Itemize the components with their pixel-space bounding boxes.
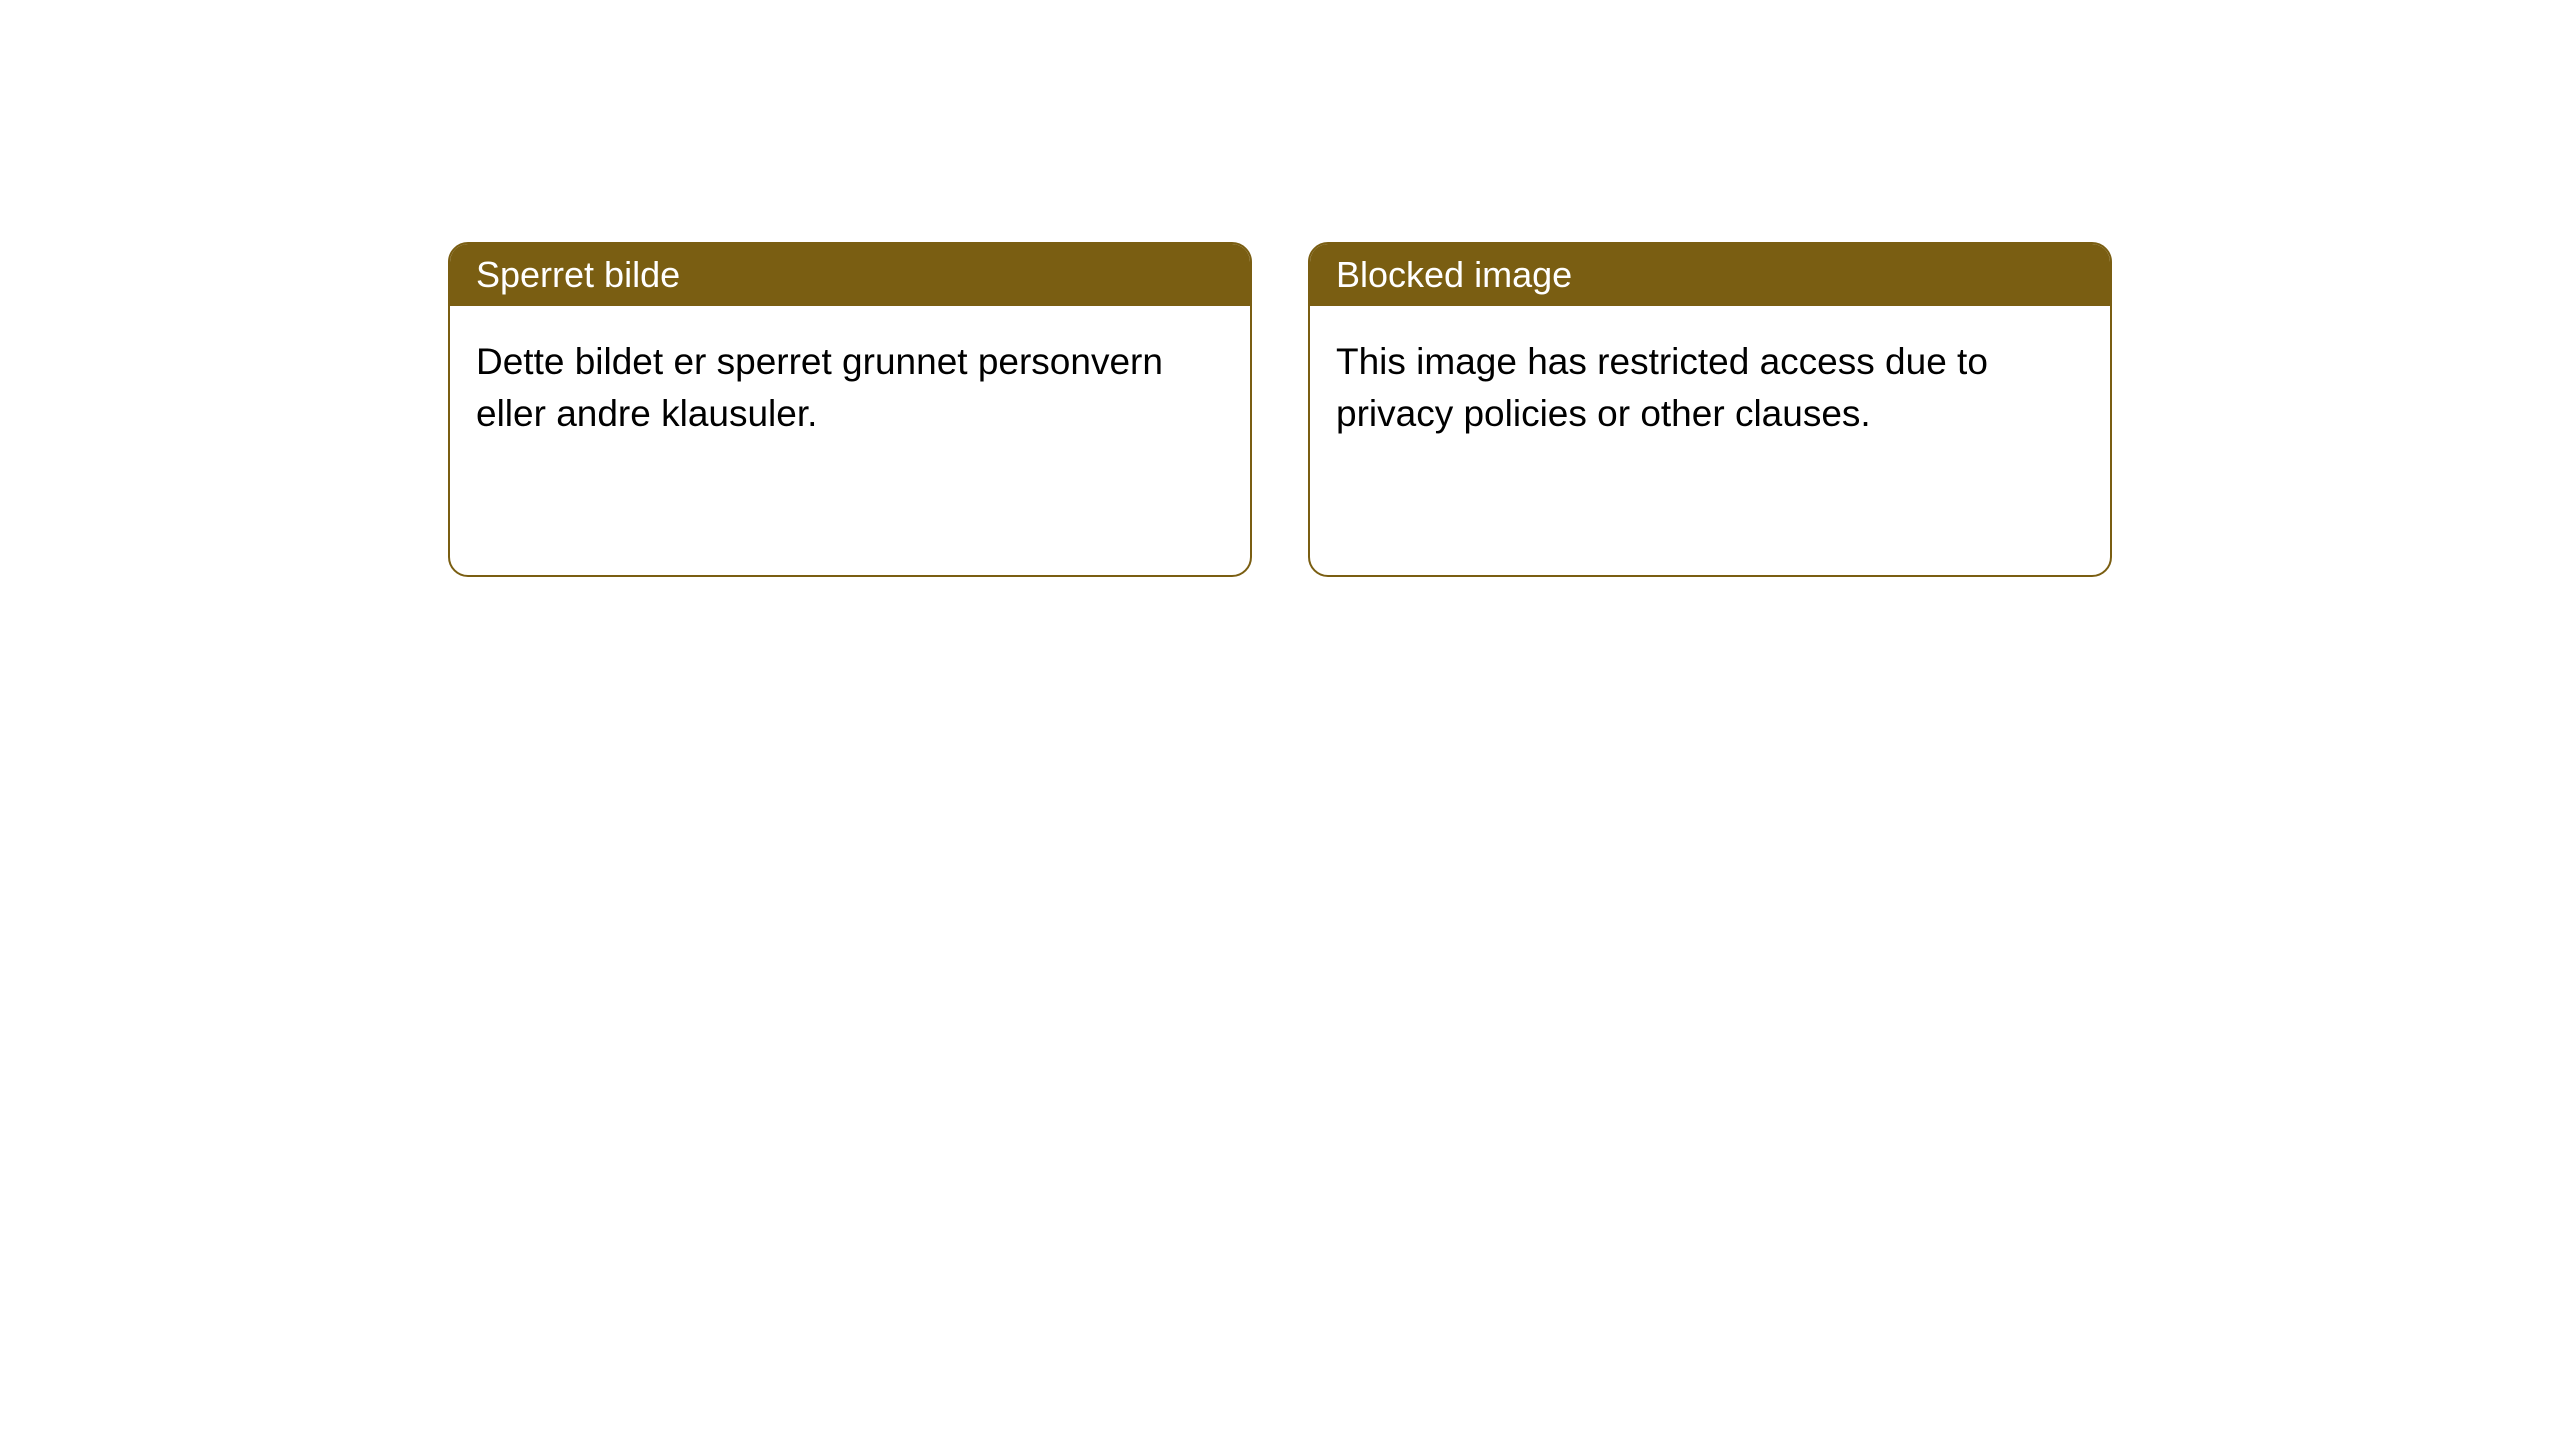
card-title: Sperret bilde [476,254,680,295]
card-container: Sperret bilde Dette bildet er sperret gr… [0,0,2560,577]
blocked-image-card-english: Blocked image This image has restricted … [1308,242,2112,577]
card-header: Sperret bilde [450,244,1250,306]
blocked-image-card-norwegian: Sperret bilde Dette bildet er sperret gr… [448,242,1252,577]
card-body: This image has restricted access due to … [1310,306,2110,470]
card-title: Blocked image [1336,254,1572,295]
card-header: Blocked image [1310,244,2110,306]
card-body: Dette bildet er sperret grunnet personve… [450,306,1250,470]
card-body-text: Dette bildet er sperret grunnet personve… [476,341,1163,434]
card-body-text: This image has restricted access due to … [1336,341,1988,434]
